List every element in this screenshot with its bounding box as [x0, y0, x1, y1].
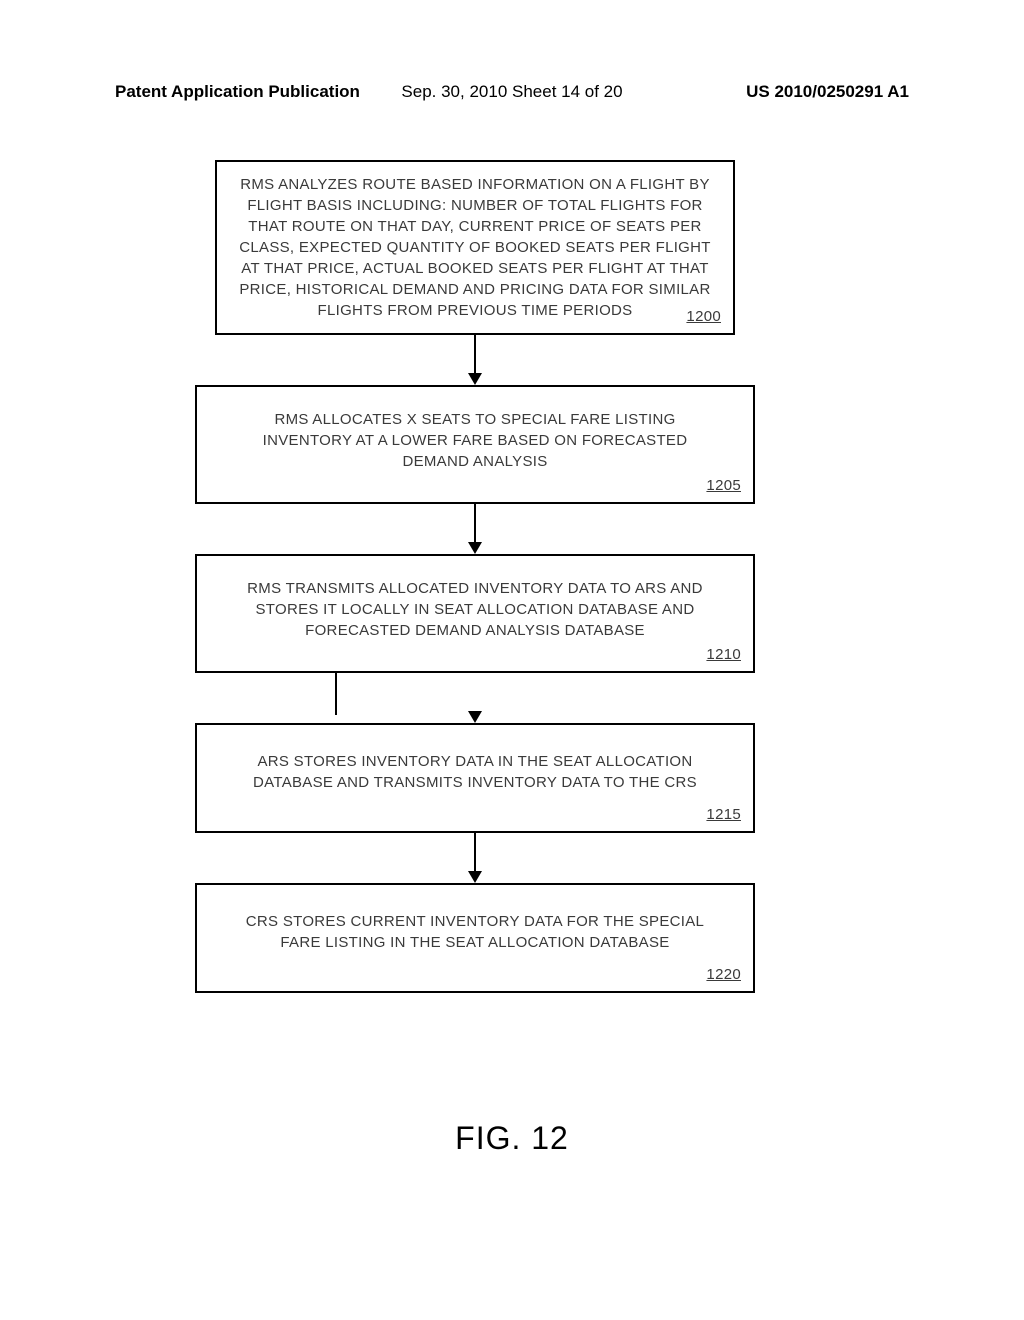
arrow-3 [195, 673, 755, 723]
flowchart-node-1200: RMS ANALYZES ROUTE BASED INFORMATION ON … [215, 160, 735, 335]
arrow-head-icon [468, 711, 482, 723]
node-number: 1205 [706, 475, 741, 496]
arrow-head-icon [468, 871, 482, 883]
node-text: CRS STORES CURRENT INVENTORY DATA FOR TH… [246, 913, 704, 951]
page-header: Patent Application Publication Sep. 30, … [0, 82, 1024, 102]
arrow-head-icon [468, 373, 482, 385]
header-publication: Patent Application Publication [115, 82, 360, 102]
arrow-2 [195, 504, 755, 554]
arrow-1 [195, 335, 755, 385]
arrow-4 [195, 833, 755, 883]
flowchart-node-1210: RMS TRANSMITS ALLOCATED INVENTORY DATA T… [195, 554, 755, 673]
flowchart-node-1220: CRS STORES CURRENT INVENTORY DATA FOR TH… [195, 883, 755, 993]
node-number: 1210 [706, 644, 741, 665]
node-number: 1220 [706, 964, 741, 985]
node-text: RMS ALLOCATES X SEATS TO SPECIAL FARE LI… [263, 411, 688, 470]
arrow-line [474, 833, 476, 875]
flowchart-container: RMS ANALYZES ROUTE BASED INFORMATION ON … [195, 160, 755, 993]
node-text: ARS STORES INVENTORY DATA IN THE SEAT AL… [253, 753, 697, 791]
node-text: RMS ANALYZES ROUTE BASED INFORMATION ON … [239, 176, 711, 319]
arrow-line [474, 335, 476, 377]
node-number: 1215 [706, 804, 741, 825]
flowchart-node-1205: RMS ALLOCATES X SEATS TO SPECIAL FARE LI… [195, 385, 755, 504]
node-number: 1200 [686, 306, 721, 327]
arrow-line [335, 673, 337, 715]
figure-label: FIG. 12 [455, 1120, 569, 1157]
arrow-line [474, 504, 476, 546]
flowchart-node-1215: ARS STORES INVENTORY DATA IN THE SEAT AL… [195, 723, 755, 833]
node-text: RMS TRANSMITS ALLOCATED INVENTORY DATA T… [247, 580, 703, 639]
header-patent-number: US 2010/0250291 A1 [746, 82, 909, 102]
header-date-sheet: Sep. 30, 2010 Sheet 14 of 20 [401, 82, 622, 102]
arrow-head-icon [468, 542, 482, 554]
